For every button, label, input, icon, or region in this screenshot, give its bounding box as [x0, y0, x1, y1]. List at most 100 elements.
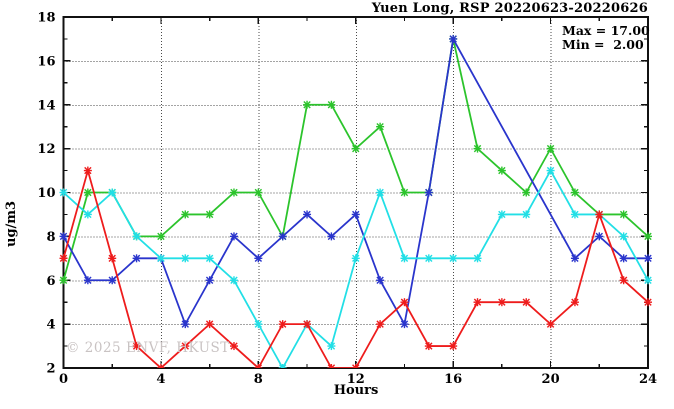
data-point-cyan: [278, 364, 287, 368]
data-point-red: [497, 298, 506, 307]
watermark-text: © 2025 ENVF, HKUST: [66, 340, 230, 356]
data-point-red: [278, 320, 287, 329]
series-red: [59, 166, 652, 368]
data-point-blue: [570, 254, 579, 263]
max-min-stats-box: Max = 17.00 Min = 2.00: [562, 24, 650, 52]
data-point-blue: [59, 232, 68, 241]
data-point-blue: [644, 254, 652, 263]
data-point-green: [205, 210, 214, 219]
data-point-green: [59, 276, 68, 285]
data-point-red: [376, 320, 385, 329]
data-point-blue: [303, 210, 312, 219]
x-tick-label: 20: [542, 372, 560, 387]
data-point-blue: [254, 254, 263, 263]
data-point-green: [376, 122, 385, 131]
data-point-cyan: [522, 210, 531, 219]
data-point-red: [449, 342, 458, 351]
data-point-red: [522, 298, 531, 307]
data-point-cyan: [327, 342, 336, 351]
data-point-cyan: [400, 254, 409, 263]
data-point-cyan: [132, 232, 141, 241]
y-tick-label: 12: [37, 142, 55, 157]
data-point-green: [619, 210, 628, 219]
data-point-blue: [327, 232, 336, 241]
data-point-blue: [424, 188, 433, 197]
data-point-cyan: [449, 254, 458, 263]
data-point-red: [303, 320, 312, 329]
data-point-red: [83, 166, 92, 175]
data-point-red: [400, 298, 409, 307]
data-point-red: [619, 276, 628, 285]
data-point-cyan: [376, 188, 385, 197]
y-tick-label: 8: [46, 230, 55, 245]
data-point-cyan: [181, 254, 190, 263]
data-point-red: [570, 298, 579, 307]
data-point-red: [156, 364, 165, 368]
data-point-green: [522, 188, 531, 197]
x-axis-title: Hours: [333, 383, 379, 398]
data-point-cyan: [83, 210, 92, 219]
data-point-green: [303, 100, 312, 109]
data-point-cyan: [156, 254, 165, 263]
data-point-blue: [400, 320, 409, 329]
data-point-blue: [351, 210, 360, 219]
data-point-blue: [449, 34, 458, 43]
y-tick-label: 2: [46, 362, 55, 377]
x-tick-label: 24: [639, 372, 657, 387]
data-point-cyan: [205, 254, 214, 263]
chart-title: Yuen Long, RSP 20220623-20220626: [371, 1, 648, 16]
data-point-cyan: [424, 254, 433, 263]
data-point-blue: [376, 276, 385, 285]
x-tick-label: 12: [347, 372, 365, 387]
data-point-green: [497, 166, 506, 175]
data-point-red: [59, 254, 68, 263]
data-point-green: [83, 188, 92, 197]
data-point-red: [473, 298, 482, 307]
data-point-cyan: [254, 320, 263, 329]
data-point-cyan: [644, 276, 652, 285]
data-point-green: [181, 210, 190, 219]
data-point-green: [229, 188, 238, 197]
y-tick-label: 16: [37, 54, 55, 69]
data-point-red: [351, 364, 360, 368]
data-point-red: [108, 254, 117, 263]
data-point-blue: [205, 276, 214, 285]
data-point-red: [424, 342, 433, 351]
min-value-label: Min = 2.00: [562, 37, 644, 52]
data-point-green: [254, 188, 263, 197]
data-point-cyan: [229, 276, 238, 285]
x-tick-label: 16: [444, 372, 462, 387]
data-point-cyan: [59, 188, 68, 197]
data-point-green: [351, 144, 360, 153]
data-point-red: [595, 210, 604, 219]
y-tick-label: 14: [37, 98, 55, 113]
y-tick-label: 4: [46, 318, 55, 333]
data-point-green: [546, 144, 555, 153]
data-point-green: [473, 144, 482, 153]
data-point-red: [181, 342, 190, 351]
data-point-red: [327, 364, 336, 368]
data-point-blue: [108, 276, 117, 285]
max-value-label: Max = 17.00: [562, 23, 650, 38]
data-point-cyan: [546, 166, 555, 175]
data-point-red: [644, 298, 652, 307]
data-point-red: [254, 364, 263, 368]
data-point-cyan: [570, 210, 579, 219]
x-tick-label: 0: [59, 372, 68, 387]
series-green-line: [62, 38, 649, 281]
data-point-green: [570, 188, 579, 197]
data-point-cyan: [473, 254, 482, 263]
data-point-red: [132, 342, 141, 351]
data-point-red: [229, 342, 238, 351]
data-point-cyan: [351, 254, 360, 263]
data-point-blue: [132, 254, 141, 263]
data-point-blue: [181, 320, 190, 329]
data-point-blue: [278, 232, 287, 241]
x-tick-label: 4: [156, 372, 165, 387]
data-point-red: [205, 320, 214, 329]
data-point-cyan: [619, 232, 628, 241]
x-tick-label: 8: [254, 372, 263, 387]
y-tick-label: 18: [37, 11, 55, 26]
